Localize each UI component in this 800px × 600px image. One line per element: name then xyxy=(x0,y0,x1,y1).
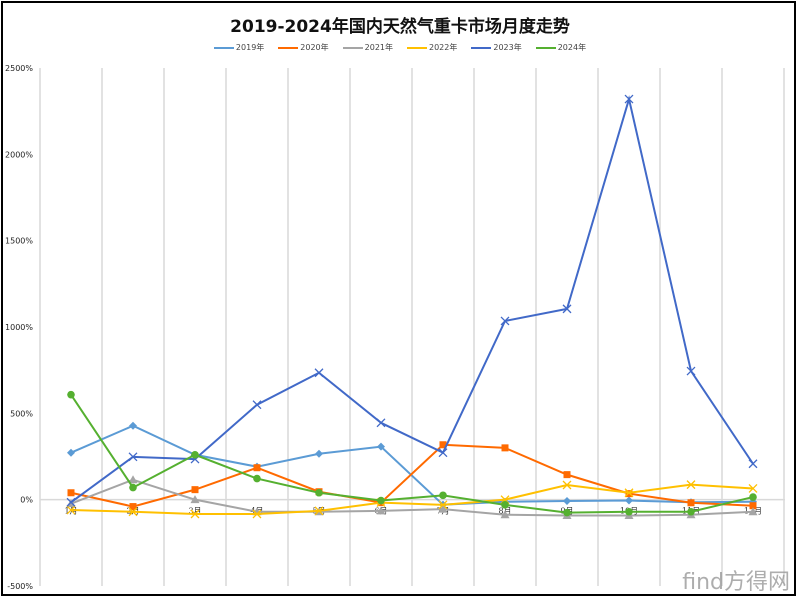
data-point xyxy=(686,480,696,490)
data-point xyxy=(253,464,261,472)
watermark-logo: find方得网 xyxy=(682,570,790,595)
legend-swatch-icon xyxy=(535,46,556,49)
y-tick-label: 0% xyxy=(20,496,33,505)
data-point xyxy=(377,496,385,505)
data-point xyxy=(563,497,571,506)
data-point xyxy=(252,509,262,519)
series-line xyxy=(70,394,754,514)
series-2022年 xyxy=(66,480,758,519)
y-tick-label: 1000% xyxy=(5,323,33,332)
data-point xyxy=(128,475,138,484)
data-point xyxy=(191,486,199,494)
data-point xyxy=(376,418,386,428)
data-point xyxy=(562,304,572,314)
legend-swatch-icon xyxy=(213,46,234,49)
legend-label: 2019年 xyxy=(235,43,265,52)
y-tick-label: 500% xyxy=(10,409,33,418)
series-line xyxy=(70,95,754,504)
data-point xyxy=(438,500,448,510)
data-point xyxy=(253,474,261,483)
data-point xyxy=(252,400,262,410)
data-point xyxy=(625,507,633,516)
data-point xyxy=(190,509,200,519)
x-tick-label: 3月 xyxy=(188,507,201,516)
data-point xyxy=(687,507,695,516)
chart-title: 2019-2024年国内天然气重卡市场月度走势 xyxy=(230,17,570,37)
data-point xyxy=(191,450,199,459)
series-line xyxy=(70,443,754,508)
data-point xyxy=(500,316,510,326)
legend-swatch-icon xyxy=(342,46,363,49)
legend-label: 2024年 xyxy=(557,43,587,52)
legend-label: 2023年 xyxy=(493,43,522,52)
legend-item[interactable]: 2024年 xyxy=(535,42,587,53)
data-point xyxy=(314,506,324,516)
legend-item[interactable]: 2023年 xyxy=(471,42,522,53)
legend-item[interactable]: 2021年 xyxy=(342,42,393,53)
data-point xyxy=(66,505,76,515)
data-point xyxy=(190,495,200,504)
data-point xyxy=(563,471,571,479)
data-point xyxy=(501,444,509,452)
series-line xyxy=(70,483,754,515)
data-point xyxy=(748,459,758,469)
data-point xyxy=(687,499,695,507)
series-2024年 xyxy=(67,390,757,517)
data-point xyxy=(438,504,448,513)
y-tick-label: -500% xyxy=(7,582,33,591)
series-line xyxy=(70,424,754,506)
data-point xyxy=(66,497,76,507)
data-point xyxy=(501,501,509,509)
data-point xyxy=(563,508,571,517)
legend-swatch-icon xyxy=(407,46,427,49)
data-point xyxy=(128,507,138,517)
data-point xyxy=(67,390,75,399)
data-point xyxy=(749,502,757,510)
x-tick-label: 1月 xyxy=(64,507,77,516)
data-point xyxy=(314,368,324,378)
data-point xyxy=(67,448,75,457)
data-point xyxy=(748,483,758,493)
legend-label: 2020年 xyxy=(300,43,329,52)
legend-label: 2021年 xyxy=(364,43,393,52)
legend-item[interactable]: 2020年 xyxy=(278,42,329,53)
data-point xyxy=(315,449,323,458)
legend-item[interactable]: 2019年 xyxy=(213,42,265,53)
legend-swatch-icon xyxy=(278,46,299,49)
data-point xyxy=(438,448,448,458)
data-point xyxy=(500,510,510,519)
data-point xyxy=(376,506,386,515)
data-point xyxy=(624,94,634,104)
data-point xyxy=(128,452,138,462)
data-point xyxy=(625,496,633,505)
series-line xyxy=(70,478,754,517)
data-point xyxy=(129,421,137,430)
y-tick-label: 2000% xyxy=(5,150,33,159)
data-point xyxy=(439,491,447,500)
legend: 2019年 2020年 2021年 2022年 2023年 2024年 xyxy=(0,42,800,53)
data-point xyxy=(562,480,572,490)
y-tick-label: 1500% xyxy=(5,237,33,246)
legend-label: 2022年 xyxy=(429,43,458,52)
data-point xyxy=(67,489,75,497)
data-point xyxy=(686,366,696,376)
data-point xyxy=(624,488,634,498)
data-point xyxy=(439,441,447,449)
legend-swatch-icon xyxy=(471,46,492,49)
data-point xyxy=(129,483,137,492)
data-point xyxy=(749,493,757,501)
data-point xyxy=(748,507,758,516)
data-point xyxy=(129,503,137,511)
data-point xyxy=(315,488,323,497)
legend-item[interactable]: 2022年 xyxy=(407,42,457,53)
y-tick-label: 2500% xyxy=(5,64,33,73)
data-point xyxy=(377,442,385,451)
